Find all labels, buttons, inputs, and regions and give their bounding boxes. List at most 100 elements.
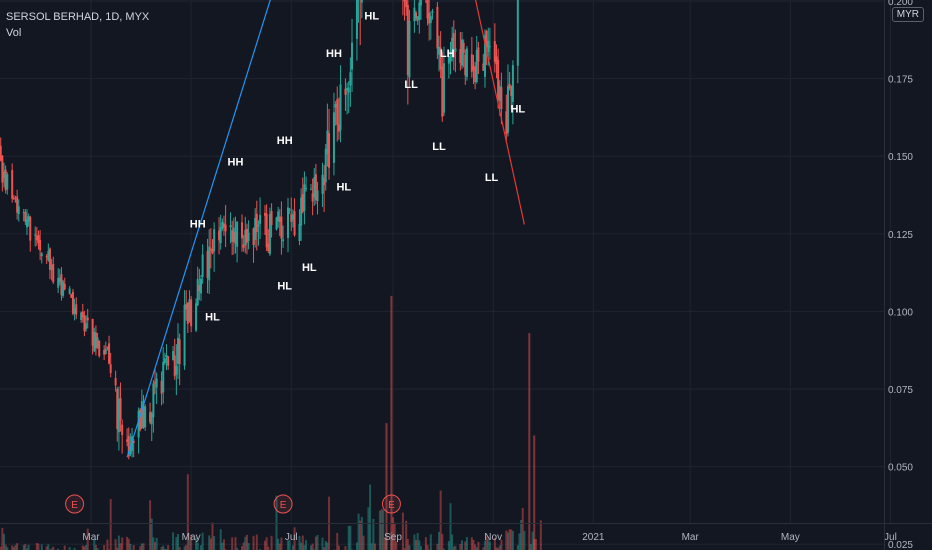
candle-body xyxy=(222,223,225,228)
volume-bar xyxy=(439,490,442,550)
x-tick-label: Jul xyxy=(285,532,298,543)
candle-body xyxy=(0,145,2,161)
volume-bar xyxy=(370,543,373,550)
candle-body xyxy=(195,303,198,331)
candle-body xyxy=(438,46,441,55)
volume-bar xyxy=(68,547,71,550)
volume-bar xyxy=(114,539,117,550)
volume-bar xyxy=(369,484,372,550)
volume-bar xyxy=(116,547,119,550)
volume-bar xyxy=(186,474,189,550)
candle-body xyxy=(452,33,455,58)
volume-bar xyxy=(252,535,255,550)
volume-bar xyxy=(35,542,38,550)
volume-bar xyxy=(472,539,475,550)
candles xyxy=(0,0,519,460)
volume-bar xyxy=(155,537,158,550)
volume-bar xyxy=(196,542,199,550)
candle-body xyxy=(344,88,347,95)
candle-body xyxy=(93,331,96,352)
candle-body xyxy=(198,285,201,292)
x-tick-label: May xyxy=(182,532,201,543)
candle-body xyxy=(81,311,84,318)
candle-body xyxy=(177,337,180,364)
candle-body xyxy=(449,56,452,62)
candle-body xyxy=(406,4,409,76)
candle-body xyxy=(75,304,78,315)
candle-body xyxy=(347,87,350,93)
y-tick-label: 0.200 xyxy=(888,0,913,8)
candle-body xyxy=(2,171,5,179)
candle-body xyxy=(500,87,503,110)
currency-badge[interactable]: MYR xyxy=(891,7,924,22)
candle-body xyxy=(498,85,501,101)
candle-body xyxy=(137,410,140,438)
volume-bar xyxy=(360,516,363,550)
candle-body xyxy=(516,0,519,66)
volume-bar xyxy=(418,540,421,550)
volume-bar xyxy=(222,539,225,550)
volume-bar xyxy=(244,536,247,550)
volume-label[interactable]: Vol xyxy=(6,27,22,39)
volume-bar xyxy=(436,543,439,550)
volume-bar xyxy=(465,536,468,550)
candle-body xyxy=(264,213,267,216)
candle-body xyxy=(152,383,155,418)
swing-label: HL xyxy=(205,312,220,324)
volume-bar xyxy=(221,542,224,550)
volume-bar xyxy=(464,541,467,550)
volume-bar xyxy=(298,536,301,550)
volume-bar xyxy=(178,547,181,550)
swing-label: HH xyxy=(190,219,206,231)
volume-bar xyxy=(390,295,393,550)
candle-body xyxy=(408,20,411,78)
volume-bar xyxy=(265,537,268,550)
candle-body xyxy=(155,378,158,388)
candle-body xyxy=(1,155,4,183)
candle-body xyxy=(163,358,166,363)
candle-body xyxy=(416,16,419,21)
candle-body xyxy=(259,214,262,224)
symbol-title[interactable]: SERSOL BERHAD, 1D, MYX xyxy=(6,11,150,23)
candle-body xyxy=(506,85,509,133)
candle-body xyxy=(236,221,239,247)
candle-body xyxy=(290,214,293,222)
candle-body xyxy=(121,424,124,436)
volume-bar xyxy=(323,547,326,550)
candle-body xyxy=(94,332,97,349)
candle-body xyxy=(52,263,55,283)
candle-body xyxy=(301,194,304,212)
volume-bar xyxy=(275,495,278,550)
earnings-marker-label: E xyxy=(71,500,78,511)
candle-body xyxy=(14,200,17,202)
volume-bar xyxy=(277,538,280,550)
candle-body xyxy=(313,177,316,198)
candle-body xyxy=(487,40,490,52)
candle-body xyxy=(186,302,189,324)
candle-body xyxy=(127,436,130,457)
volume-bar xyxy=(378,510,381,550)
candle-body xyxy=(17,206,20,214)
candle-body xyxy=(470,54,473,72)
candle-body xyxy=(24,212,27,222)
volume-bar xyxy=(94,544,97,550)
volume-bar xyxy=(373,543,376,550)
volume-bar xyxy=(142,543,145,550)
candle-body xyxy=(39,239,42,251)
volume-bar xyxy=(395,541,398,550)
volume-bar xyxy=(190,534,193,550)
candle-body xyxy=(298,223,301,241)
volume-bar xyxy=(177,534,180,550)
candle-body xyxy=(321,174,324,194)
volume-bar xyxy=(415,539,418,550)
volume-bar xyxy=(1,527,4,550)
volume-bar xyxy=(316,535,319,550)
candle-body xyxy=(311,193,314,202)
legend: SERSOL BERHAD, 1D, MYX Vol xyxy=(6,9,149,41)
swing-label: HL xyxy=(364,11,379,23)
volume-bar xyxy=(300,542,303,550)
candle-body xyxy=(218,230,221,241)
